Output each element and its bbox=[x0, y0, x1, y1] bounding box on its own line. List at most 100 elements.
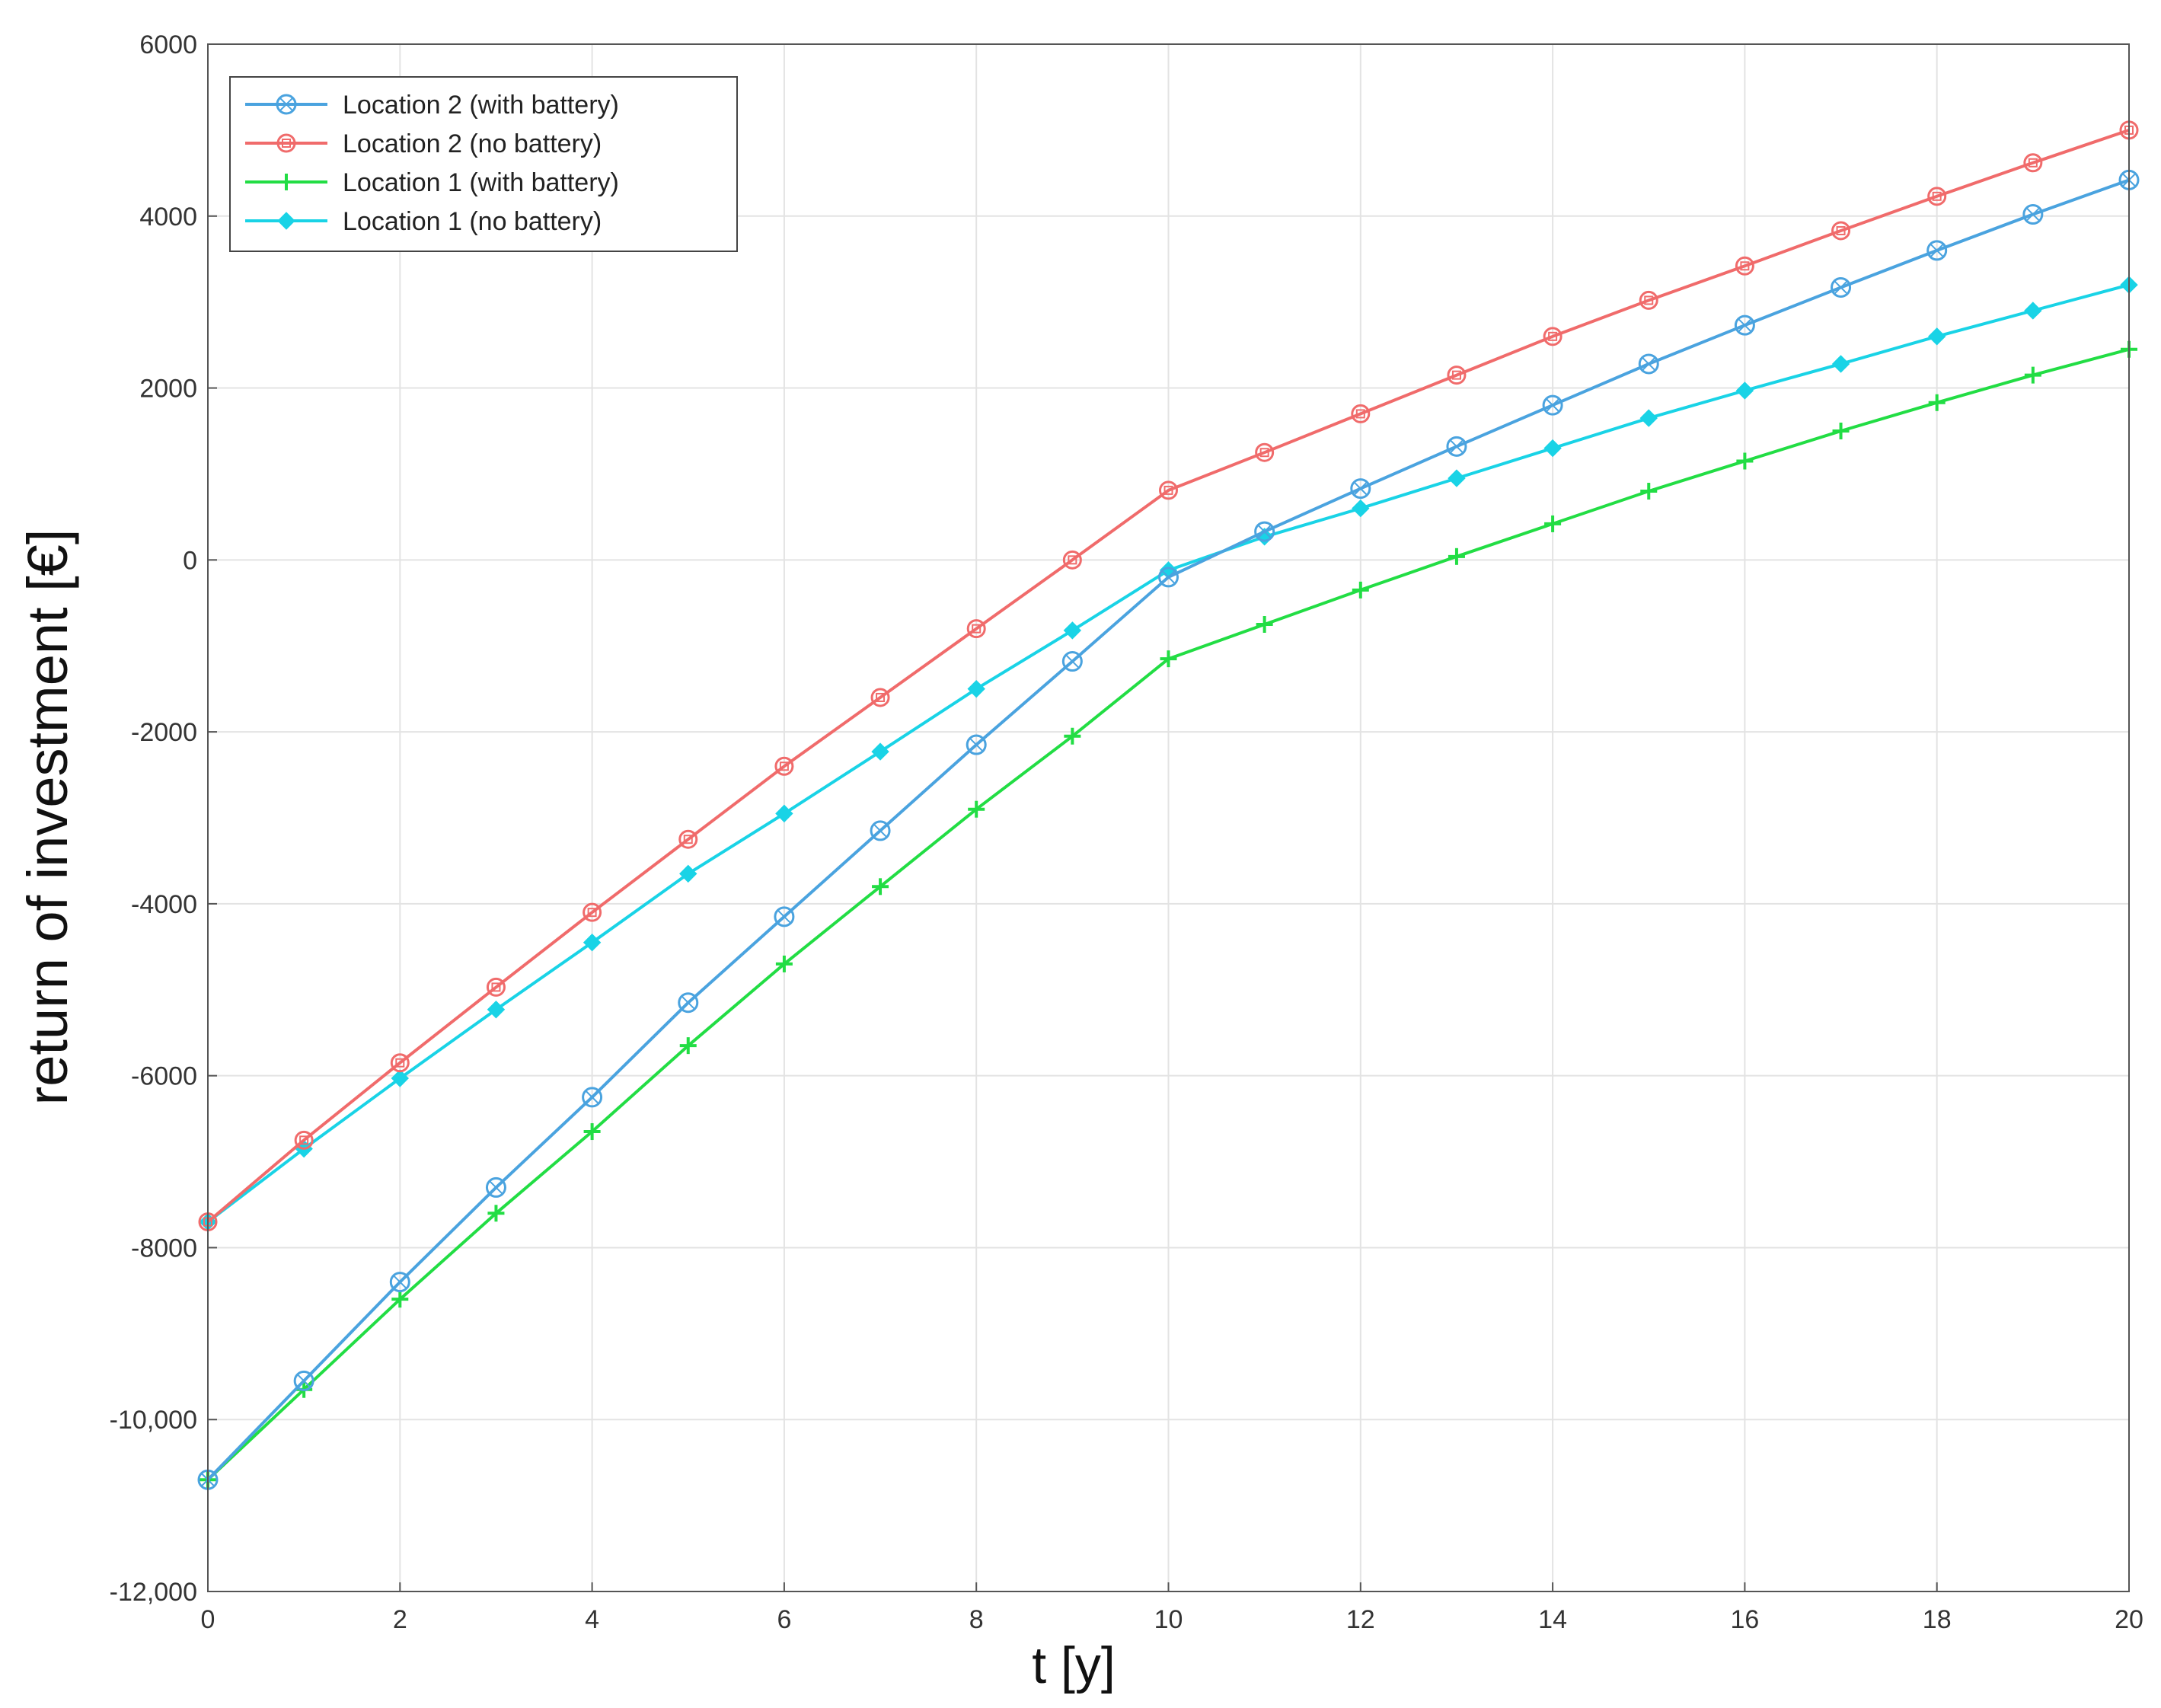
legend-label: Location 2 (with battery) bbox=[343, 91, 619, 120]
y-tick-label: -10,000 bbox=[110, 1406, 197, 1435]
data-point bbox=[1927, 327, 1946, 346]
data-point bbox=[390, 1053, 410, 1073]
data-point bbox=[583, 933, 602, 952]
data-point-cross bbox=[1546, 398, 1559, 412]
data-point bbox=[1639, 409, 1658, 427]
data-point bbox=[1831, 355, 1850, 373]
data-point-cross bbox=[2026, 207, 2040, 222]
data-point bbox=[1735, 256, 1754, 276]
x-tick-label: 16 bbox=[1730, 1605, 1759, 1634]
data-point-cross bbox=[969, 738, 983, 752]
data-point-square bbox=[1644, 295, 1654, 305]
data-point-cross bbox=[393, 1275, 407, 1289]
data-point bbox=[775, 804, 793, 823]
legend-marker-cross bbox=[279, 97, 293, 111]
data-point-square bbox=[683, 835, 693, 844]
y-tick-label: 2000 bbox=[139, 375, 197, 404]
data-point-cross bbox=[1642, 357, 1655, 371]
y-tick-label: 0 bbox=[183, 546, 197, 575]
data-point bbox=[1926, 240, 1948, 261]
legend: Location 2 (with battery) Location 2 (no … bbox=[229, 76, 738, 252]
data-point bbox=[774, 906, 795, 927]
data-point bbox=[678, 992, 699, 1014]
data-point-cross bbox=[1257, 525, 1272, 538]
data-point bbox=[1639, 290, 1658, 310]
y-tick-label: 4000 bbox=[139, 203, 197, 231]
data-point bbox=[1448, 469, 1466, 487]
data-point bbox=[293, 1370, 314, 1391]
x-tick-label: 2 bbox=[393, 1605, 407, 1634]
data-point bbox=[1831, 276, 1852, 298]
data-point bbox=[1735, 382, 1754, 400]
x-tick-label: 20 bbox=[2115, 1605, 2143, 1634]
y-tick-label: -4000 bbox=[131, 890, 197, 919]
series-2 bbox=[198, 120, 2139, 1232]
data-point bbox=[870, 688, 890, 707]
data-point bbox=[1446, 436, 1467, 457]
data-point bbox=[1447, 366, 1467, 385]
data-point-square bbox=[395, 1058, 405, 1068]
data-point bbox=[966, 734, 987, 755]
data-point bbox=[1254, 521, 1275, 542]
legend-marker-square bbox=[282, 139, 291, 148]
data-point-square bbox=[2028, 158, 2038, 168]
y-tick-label: 6000 bbox=[139, 30, 197, 59]
legend-label: Location 1 (no battery) bbox=[343, 207, 602, 236]
data-point bbox=[486, 977, 506, 997]
data-point bbox=[1638, 353, 1659, 375]
data-point bbox=[583, 902, 602, 922]
x-tick-label: 8 bbox=[969, 1605, 984, 1634]
series-line bbox=[206, 129, 2130, 1224]
x-tick-label: 6 bbox=[777, 1605, 791, 1634]
data-point bbox=[1352, 499, 1370, 518]
data-point-square bbox=[876, 692, 886, 702]
y-tick-label: -12,000 bbox=[110, 1578, 197, 1607]
data-point bbox=[1255, 442, 1275, 462]
series-layer bbox=[197, 120, 2140, 1490]
legend-label: Location 1 (with battery) bbox=[343, 168, 619, 197]
y-tick-label: -2000 bbox=[131, 718, 197, 747]
data-point bbox=[1734, 314, 1755, 336]
data-point bbox=[679, 864, 697, 883]
data-point-square bbox=[1163, 485, 1173, 495]
y-tick-label: -8000 bbox=[131, 1234, 197, 1263]
data-point bbox=[2023, 153, 2043, 173]
data-point bbox=[391, 1069, 410, 1087]
y-tick-label: -6000 bbox=[131, 1062, 197, 1091]
legend-label: Location 2 (no battery) bbox=[343, 129, 602, 158]
legend-entry: Location 2 (with battery) bbox=[245, 91, 619, 120]
data-point-square bbox=[1932, 191, 1942, 201]
data-point-square bbox=[1355, 409, 1365, 419]
data-point bbox=[966, 619, 986, 639]
data-point-square bbox=[779, 761, 789, 771]
data-point-cross bbox=[1930, 244, 1944, 257]
data-point-cross bbox=[1738, 318, 1752, 332]
data-point bbox=[1061, 651, 1083, 672]
x-tick-label: 4 bbox=[585, 1605, 599, 1634]
data-point-cross bbox=[1354, 481, 1368, 496]
legend-entry: Location 1 (no battery) bbox=[245, 207, 602, 236]
data-point bbox=[389, 1272, 410, 1293]
data-point bbox=[678, 829, 698, 849]
data-point-square bbox=[1259, 448, 1269, 458]
data-point-cross bbox=[777, 910, 791, 924]
x-axis-ticks: 0 2 4 6 8 10 12 14 16 18 20 bbox=[201, 1582, 2143, 1634]
data-point bbox=[582, 1087, 603, 1108]
data-point-cross bbox=[873, 824, 887, 838]
data-point bbox=[870, 820, 891, 841]
data-point bbox=[1543, 327, 1562, 346]
data-point bbox=[485, 1176, 506, 1198]
data-point bbox=[1350, 478, 1371, 500]
data-point-square bbox=[1836, 225, 1846, 235]
data-point bbox=[1927, 187, 1947, 206]
data-point bbox=[871, 742, 889, 761]
x-tick-label: 0 bbox=[201, 1605, 215, 1634]
data-point-square bbox=[491, 982, 501, 992]
data-point bbox=[1063, 621, 1082, 640]
data-point-cross bbox=[489, 1180, 503, 1195]
data-point-cross bbox=[1834, 280, 1848, 295]
series-3 bbox=[200, 340, 2137, 1489]
data-point bbox=[487, 1001, 506, 1019]
data-point bbox=[1831, 221, 1851, 241]
legend-entry: Location 2 (no battery) bbox=[245, 129, 602, 158]
